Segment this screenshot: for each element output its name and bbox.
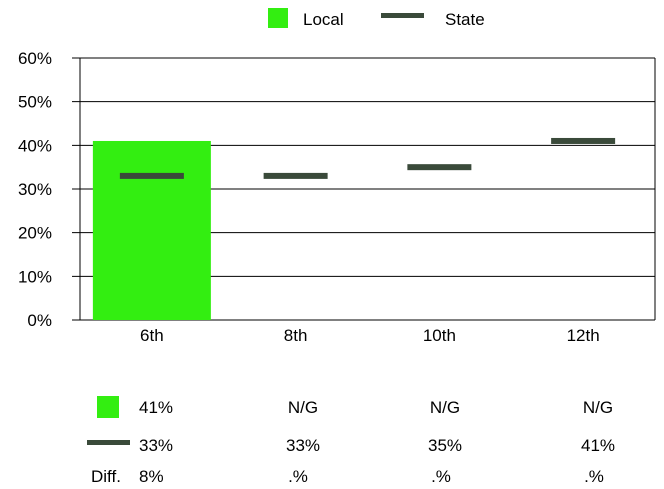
marker-state — [263, 172, 328, 179]
table-local-8th: N/G — [288, 398, 318, 417]
table-state-swatch — [87, 440, 130, 445]
y-tick-label: 40% — [18, 136, 52, 155]
table-state-10th: 35% — [428, 436, 462, 455]
y-tick-label: 60% — [18, 49, 52, 68]
legend-label-state: State — [445, 10, 485, 29]
table-state-6th: 33% — [139, 436, 173, 455]
x-axis: 6th 8th 10th 12th — [140, 326, 600, 345]
table-diff-8th: .% — [288, 467, 308, 486]
y-tick-label: 0% — [27, 311, 52, 330]
table-local-swatch — [97, 396, 119, 418]
y-tick-label: 20% — [18, 224, 52, 243]
table-local-10th: N/G — [430, 398, 460, 417]
table-diff-6th: 8% — [139, 467, 164, 486]
legend-label-local: Local — [303, 10, 344, 29]
marker-state — [119, 172, 184, 179]
y-tick-label: 30% — [18, 180, 52, 199]
table-diff-label: Diff. — [91, 467, 121, 486]
table-local-12th: N/G — [583, 398, 613, 417]
table-diff-12th: .% — [584, 467, 604, 486]
chart-marks — [92, 137, 616, 320]
legend-swatch-state — [381, 13, 424, 18]
legend: Local State — [268, 8, 485, 29]
x-tick-label: 6th — [140, 326, 164, 345]
table-local-6th: 41% — [139, 398, 173, 417]
y-axis: 0% 10% 20% 30% 40% 50% 60% — [18, 49, 52, 330]
marker-state — [551, 137, 616, 144]
x-tick-label: 8th — [284, 326, 308, 345]
x-tick-label: 12th — [567, 326, 600, 345]
bar-local — [92, 140, 211, 320]
table-state-12th: 41% — [581, 436, 615, 455]
table-state-8th: 33% — [286, 436, 320, 455]
marker-state — [407, 164, 472, 171]
y-tick-label: 10% — [18, 267, 52, 286]
data-table: 41% N/G N/G N/G 33% 33% 35% 41% Diff. 8%… — [87, 396, 615, 486]
y-tick-label: 50% — [18, 93, 52, 112]
table-diff-10th: .% — [431, 467, 451, 486]
legend-swatch-local — [268, 8, 288, 28]
x-tick-label: 10th — [423, 326, 456, 345]
